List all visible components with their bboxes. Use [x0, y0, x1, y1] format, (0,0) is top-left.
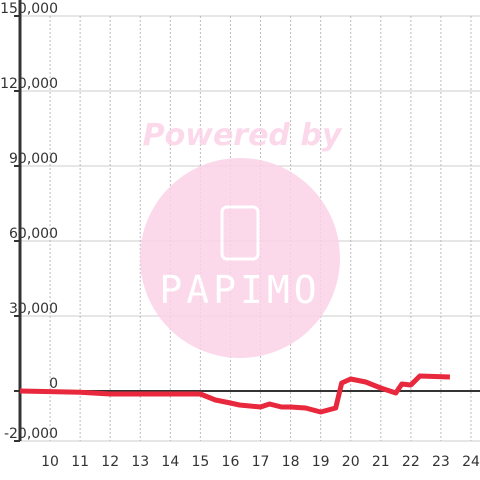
watermark-text: Powered by [143, 118, 343, 153]
x-tick-label: 13 [131, 454, 149, 470]
watermark: Powered by PAPIMO [140, 118, 343, 358]
y-tick-label: 150,000 [0, 1, 58, 17]
x-tick-label: 15 [191, 454, 209, 470]
y-tick-label: 120,000 [0, 76, 58, 92]
x-tick-label: 10 [41, 454, 59, 470]
y-tick-label: 0 [49, 376, 58, 392]
data-line [19, 373, 451, 415]
y-tick-label: -20,000 [4, 426, 58, 442]
watermark-text: PAPIMO [159, 268, 320, 312]
x-tick-label: 14 [161, 454, 179, 470]
x-tick-label: 22 [402, 454, 420, 470]
x-tick-label: 12 [101, 454, 119, 470]
x-tick-label: 20 [342, 454, 360, 470]
y-tick-label: 60,000 [9, 226, 58, 242]
y-tick-label: 90,000 [9, 151, 58, 167]
x-tick-label: 18 [282, 454, 300, 470]
x-tick-label: 19 [312, 454, 330, 470]
x-tick-label: 21 [372, 454, 390, 470]
watermark-phone [220, 205, 260, 261]
x-tick-label: 11 [71, 454, 89, 470]
x-tick-label: 16 [222, 454, 240, 470]
x-tick-label: 23 [432, 454, 450, 470]
y-tick-label: 30,000 [9, 301, 58, 317]
x-tick-label: 17 [252, 454, 270, 470]
x-tick-label: 24 [462, 454, 480, 470]
